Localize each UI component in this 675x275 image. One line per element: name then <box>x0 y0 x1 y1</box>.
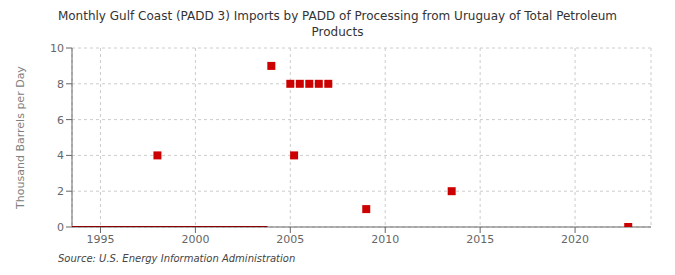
html-text:Products: Products <box>311 25 364 39</box>
svg-text:8: 8 <box>57 78 64 91</box>
html-text:Monthly Gulf Coast (PADD 3) Im: Monthly Gulf Coast (PADD 3) Imports by P… <box>57 9 618 23</box>
svg-text:2000: 2000 <box>181 233 209 246</box>
svg-text:2010: 2010 <box>371 233 399 246</box>
svg-text:10: 10 <box>50 42 64 55</box>
svg-text:2020: 2020 <box>561 233 589 246</box>
svg-text:2005: 2005 <box>276 233 304 246</box>
svg-text:2: 2 <box>57 185 64 198</box>
svg-text:2015: 2015 <box>466 233 494 246</box>
svg-text:Thousand Barrels per Day: Thousand Barrels per Day <box>14 66 27 210</box>
svg-text:0: 0 <box>57 221 64 234</box>
svg-text:4: 4 <box>57 149 64 162</box>
svg-text:1995: 1995 <box>86 233 114 246</box>
html-text:Source: U.S. Energy Informatio: Source: U.S. Energy Information Administ… <box>58 253 296 264</box>
svg-text:6: 6 <box>57 114 64 127</box>
